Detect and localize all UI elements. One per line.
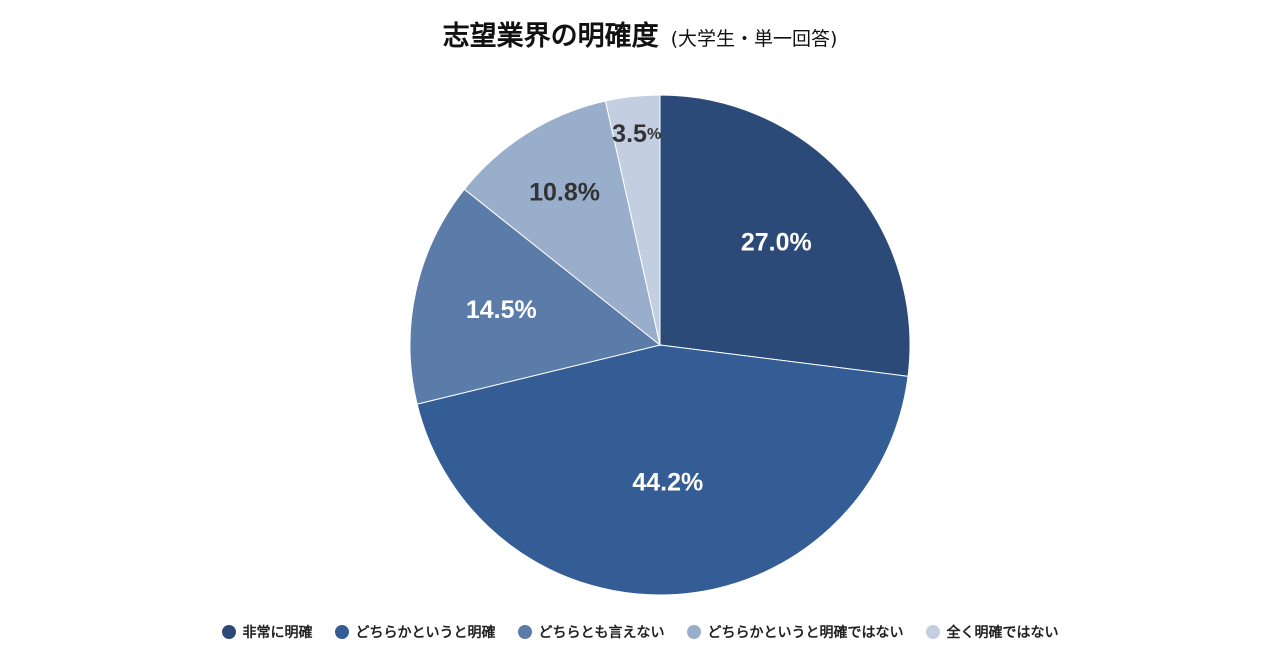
slice-neutral [409, 188, 662, 405]
legend: 非常に明確 どちらかというと明確 どちらとも言えない どちらかというと明確ではない 全く… [0, 622, 1280, 642]
legend-label: 非常に明確 [242, 625, 313, 641]
pie-chart: 27.0% 44.2% 14.5% 10.8% 3.5% [409, 94, 911, 596]
slice-not-clear [604, 94, 661, 346]
legend-swatch [686, 625, 701, 639]
chart-subtitle: (大学生・単一回答) [670, 28, 838, 50]
legend-swatch [221, 625, 236, 639]
legend-swatch [334, 625, 349, 639]
slice-somewhat-clear [416, 344, 909, 596]
legend-label: どちらかというと明確 [355, 625, 496, 641]
legend-item-somewhat-unclear: どちらかというと明確ではない [686, 622, 904, 642]
chart-title: 志望業界の明確度 (大学生・単一回答) [0, 14, 1280, 53]
legend-item-very-clear: 非常に明確 [221, 622, 313, 642]
legend-label: どちらとも言えない [538, 625, 665, 641]
legend-item-somewhat-clear: どちらかというと明確 [334, 622, 496, 642]
legend-label: 全く明確ではない [946, 625, 1059, 641]
slice-very-clear [659, 94, 911, 377]
legend-item-not-clear: 全く明確ではない [925, 622, 1059, 642]
slice-somewhat-unclear [463, 100, 661, 347]
legend-swatch [925, 625, 940, 639]
label-somewhat-unclear: 10.8% [529, 178, 600, 206]
label-not-clear: 3.5% [612, 120, 661, 148]
legend-swatch [517, 625, 532, 639]
legend-label: どちらかというと明確ではない [707, 625, 904, 641]
label-very-clear: 27.0% [741, 228, 812, 256]
label-somewhat-clear: 44.2% [632, 468, 703, 496]
label-neutral: 14.5% [466, 296, 537, 324]
legend-item-neutral: どちらとも言えない [517, 622, 665, 642]
chart-title-main: 志望業界の明確度 [442, 21, 659, 52]
